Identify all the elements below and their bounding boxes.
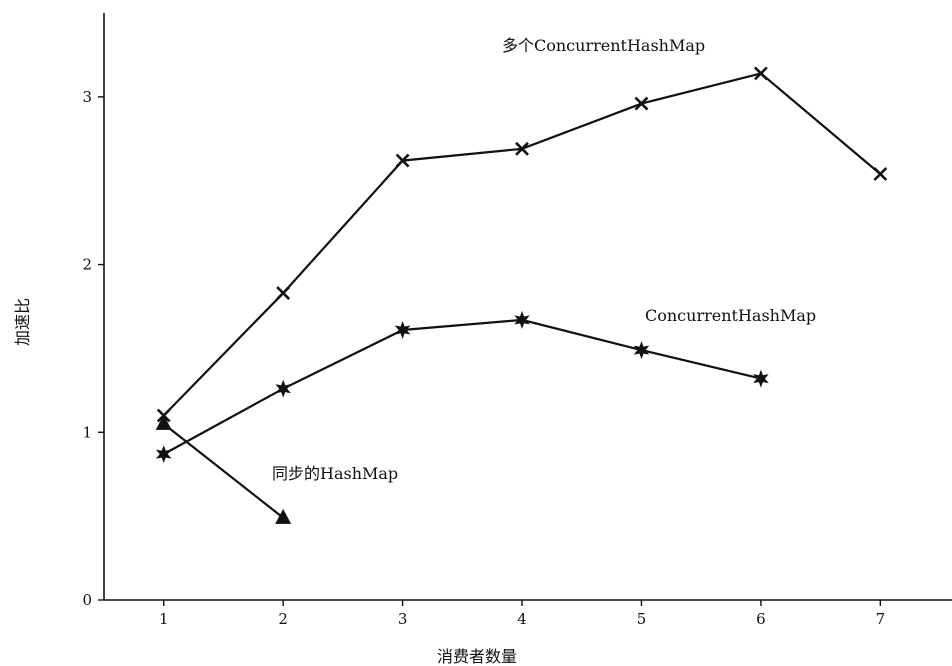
x-tick-label: 7 [876, 610, 886, 628]
y-tick-label: 3 [82, 88, 92, 106]
y-tick-label: 0 [82, 591, 92, 609]
data-point-triangle-marker [275, 508, 292, 524]
x-tick-label: 5 [637, 610, 647, 628]
series-label-multi-concurrent-hashmap: 多个ConcurrentHashMap [502, 36, 705, 55]
data-point-x-marker [753, 66, 768, 81]
data-point-x-marker [276, 286, 291, 301]
data-point-star-marker [155, 445, 172, 464]
data-point-star-marker [394, 321, 411, 339]
x-tick-label: 4 [517, 610, 527, 628]
y-axis-title: 加速比 [13, 298, 32, 346]
series-label-concurrent-hashmap: ConcurrentHashMap [645, 306, 816, 325]
data-point-x-marker [634, 96, 649, 111]
data-point-triangle-marker [155, 414, 172, 430]
data-point-star-marker [275, 379, 291, 398]
x-axis-title: 消费者数量 [437, 647, 517, 666]
x-tick-label: 6 [756, 610, 766, 628]
x-tick-label: 1 [159, 610, 169, 628]
series-line [163, 423, 284, 519]
y-tick-label: 2 [82, 256, 92, 274]
axis-ticks: 1 2 3 4 5 6 7 0 1 2 3 [82, 88, 885, 628]
series-line [162, 72, 882, 417]
x-tick-label: 3 [398, 610, 408, 628]
series-triangle [155, 414, 292, 524]
series-layer [155, 66, 888, 524]
series-star [155, 310, 769, 464]
series-x [156, 66, 888, 423]
series-line [163, 318, 762, 456]
x-tick-label: 2 [278, 610, 288, 628]
data-point-x-marker [395, 153, 410, 168]
y-tick-label: 1 [82, 423, 92, 441]
series-label-synchronized-hashmap: 同步的HashMap [272, 464, 398, 483]
data-point-star-marker [753, 369, 769, 388]
data-point-x-marker [873, 167, 888, 181]
data-point-x-marker [515, 141, 529, 156]
data-point-star-marker [633, 341, 650, 360]
data-point-star-marker [514, 310, 530, 329]
